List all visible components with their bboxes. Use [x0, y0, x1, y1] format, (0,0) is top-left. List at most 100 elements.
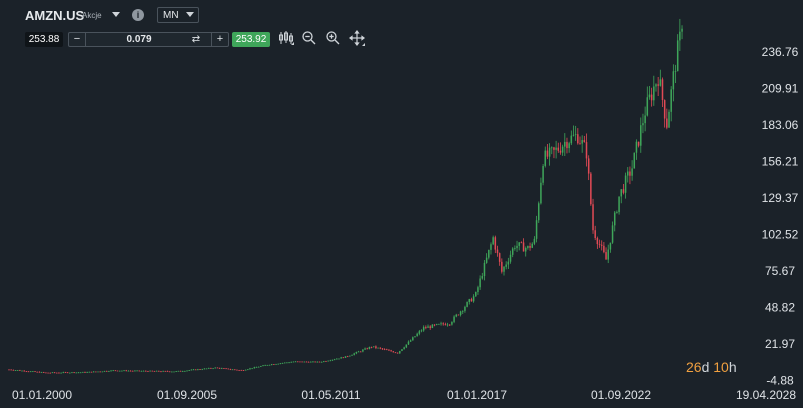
- candle-body: [92, 371, 95, 373]
- candle-body: [10, 369, 12, 371]
- candle-body: [570, 135, 573, 144]
- candle-body: [568, 143, 570, 149]
- candle-body: [353, 353, 355, 355]
- candle-body: [448, 324, 451, 326]
- candle-body: [559, 150, 562, 153]
- candle-body: [25, 371, 28, 373]
- candle-body: [32, 371, 34, 373]
- candle-body: [155, 370, 158, 372]
- candle-body: [229, 369, 232, 371]
- candle-body: [633, 152, 636, 169]
- candle-body: [388, 349, 390, 351]
- candle-body: [127, 370, 130, 372]
- y-tick-label: 102.52: [762, 227, 799, 241]
- chevron-down-icon[interactable]: [112, 12, 120, 17]
- candle-body: [320, 361, 323, 363]
- quantity-stepper[interactable]: − 0.079 ⇄ +: [68, 32, 229, 47]
- symbol-name[interactable]: AMZN.US: [25, 8, 85, 23]
- candle-body: [136, 370, 138, 372]
- candle-body: [642, 123, 644, 126]
- candle-body: [88, 371, 91, 373]
- candle-body: [290, 361, 293, 363]
- interval-value: MN: [163, 10, 179, 21]
- candle-body: [95, 371, 97, 373]
- candle-body: [238, 370, 240, 371]
- x-tick-label: 01.01.2000: [12, 388, 72, 402]
- candle-body: [611, 225, 614, 243]
- candle-body: [99, 371, 101, 373]
- candle-body: [572, 134, 575, 136]
- candle-body: [496, 249, 499, 254]
- bid-price-button[interactable]: 253.88: [25, 32, 63, 47]
- candle-body: [399, 350, 401, 354]
- candlestick-icon[interactable]: [278, 30, 294, 46]
- y-tick-label: 209.91: [762, 82, 799, 96]
- candle-body: [262, 365, 264, 367]
- candle-body: [409, 340, 412, 342]
- candle-body: [242, 370, 245, 371]
- candle-body: [670, 89, 672, 112]
- candle-body: [114, 370, 117, 372]
- candle-body: [255, 367, 258, 368]
- candle-body: [62, 372, 65, 373]
- candle-body: [307, 361, 310, 363]
- candle-body: [577, 134, 579, 144]
- ask-price-button[interactable]: 253.92: [232, 32, 270, 47]
- candle-body: [201, 369, 203, 371]
- candle-body: [679, 31, 681, 41]
- candle-body: [275, 364, 277, 365]
- candle-body: [179, 370, 182, 372]
- candle-body: [164, 370, 167, 372]
- candle-body: [346, 356, 349, 358]
- candle-body: [375, 346, 377, 349]
- candle-body: [166, 371, 169, 372]
- candle-body: [596, 238, 599, 245]
- candle-body: [672, 71, 675, 90]
- candle-body: [505, 264, 507, 267]
- candle-body: [435, 323, 438, 325]
- candle-body: [247, 369, 249, 371]
- candle-body: [655, 84, 657, 87]
- info-icon[interactable]: i: [132, 9, 144, 21]
- quantity-input[interactable]: 0.079: [126, 34, 152, 45]
- increase-button[interactable]: +: [211, 33, 228, 46]
- candle-body: [381, 348, 384, 350]
- chevron-down-icon[interactable]: [186, 12, 194, 17]
- candle-body: [427, 326, 429, 328]
- candle-body: [145, 370, 147, 372]
- decrease-button[interactable]: −: [69, 33, 86, 46]
- candle-body: [29, 371, 32, 373]
- move-icon[interactable]: [349, 30, 365, 46]
- candle-body: [507, 261, 510, 265]
- candle-body: [616, 212, 618, 213]
- zoom-out-icon[interactable]: [301, 30, 317, 46]
- candle-body: [58, 372, 60, 374]
- candle-body: [36, 371, 38, 373]
- candle-body: [173, 371, 175, 373]
- candle-body: [490, 244, 492, 250]
- candle-body: [14, 370, 17, 371]
- candle-body: [264, 365, 266, 366]
- candle-body: [676, 40, 679, 72]
- candle-body: [131, 370, 134, 372]
- candle-body: [377, 347, 379, 349]
- interval-select[interactable]: MN: [157, 7, 199, 23]
- candle-body: [603, 245, 605, 253]
- x-tick-label: 01.09.2022: [591, 388, 651, 402]
- candle-body: [618, 196, 620, 213]
- candle-body: [368, 346, 371, 349]
- candle-body: [60, 372, 62, 374]
- candle-body: [160, 371, 162, 373]
- candle-body: [279, 363, 282, 365]
- swap-icon[interactable]: ⇄: [191, 34, 201, 45]
- candle-body: [668, 111, 670, 128]
- candle-body: [45, 372, 47, 374]
- zoom-in-icon[interactable]: [325, 30, 341, 46]
- candle-body: [51, 372, 54, 374]
- candle-body: [531, 243, 533, 248]
- candle-body: [97, 371, 99, 373]
- candle-body: [177, 370, 180, 372]
- candle-body: [184, 370, 186, 372]
